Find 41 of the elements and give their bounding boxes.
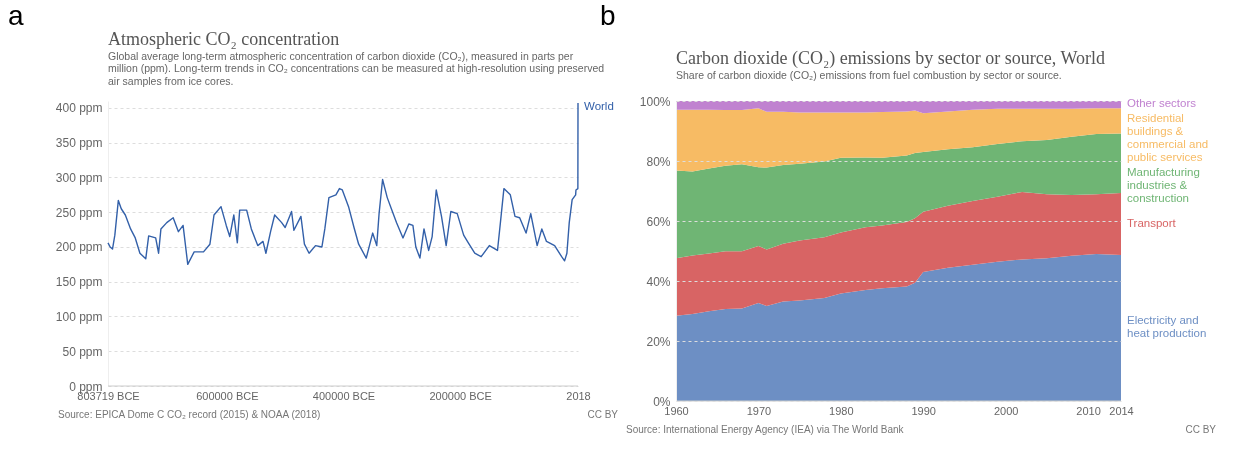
source-note: Source: International Energy Agency (IEA) via The World Bank [626,424,905,435]
series-label: World [584,100,614,112]
x-tick-label: 2010 [1076,404,1101,417]
chart-title: Atmospheric CO₂ concentration [108,28,340,49]
y-tick-label: 250 ppm [55,205,103,220]
source-note: Source: EPICA Dome C CO₂ record (2015) & NOAA (2018) [58,409,321,420]
text: CC BY [587,409,619,420]
x-tick-label: 600000 BCE [196,389,259,402]
y-tick-label: 100 ppm [55,309,103,324]
x-tick-label: 2014 [1109,404,1134,417]
y-tick-label: 150 ppm [55,275,103,290]
chart-title: Carbon dioxide (CO₂) emissions by sector or source, World [676,47,1105,69]
x-tick-label: 2018 [566,389,591,402]
y-tick-label: 50 ppm [62,344,103,359]
series-label: Other sectors [1127,97,1197,110]
x-tick-label: 200000 BCE [429,389,492,402]
y-tick-label: 80% [646,154,671,169]
x-tick-label: 1990 [911,404,936,417]
line-series [107,102,579,266]
y-tick-label: 60% [646,214,671,229]
text: b [600,0,616,32]
y-tick-label: 100% [639,94,671,109]
y-tick-label: 40% [646,274,671,289]
y-tick-label: 300 ppm [55,170,103,185]
x-tick-label: 400000 BCE [312,389,376,402]
series-label: Transport [1127,216,1177,229]
text: a [8,0,24,32]
x-tick-label: 1970 [746,404,772,417]
y-tick-label: 20% [646,334,671,349]
series-label: Residential buildings & commercial and public services [1127,112,1209,164]
chart-subtitle: Global average long-term atmospheric concentration of carbon dioxide (CO₂), measured in parts per million (ppm). Long-term trends in CO₂ concentrations can be measured at high-resolution using preserved air samples from ice cores. [108,49,605,87]
text: CC BY [1185,424,1217,435]
x-tick-label: 2000 [993,404,1019,417]
y-tick-label: 400 ppm [55,101,103,116]
series-label: Electricity and heat production [1127,313,1207,339]
y-tick-label: 350 ppm [55,136,103,151]
x-tick-label: 1980 [829,404,854,417]
chart-subtitle: Share of carbon dioxide (CO₂) emissions from fuel combustion by sector or source. [676,68,1062,81]
y-tick-label: 200 ppm [55,240,103,255]
series-label: Manufacturing industries & construction [1127,166,1200,205]
x-tick-label: 1960 [664,404,689,417]
